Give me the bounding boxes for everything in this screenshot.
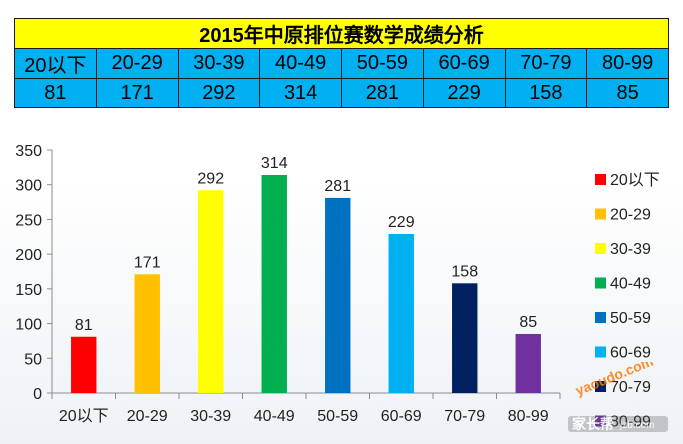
value-cell: 158 — [504, 78, 588, 108]
data-label: 171 — [134, 254, 161, 271]
legend-label: 80-99 — [610, 414, 651, 431]
y-tick-label: 250 — [15, 212, 42, 229]
x-tick-label: 20以下 — [59, 408, 109, 425]
header-cell: 70-79 — [504, 48, 588, 79]
legend-swatch — [595, 346, 606, 358]
y-tick-label: 350 — [15, 143, 42, 160]
y-tick-label: 100 — [15, 317, 42, 334]
table-header-row: 20以下 20-29 30-39 40-49 50-59 60-69 70-79… — [14, 48, 669, 79]
header-cell: 20-29 — [95, 48, 179, 79]
legend-swatch — [595, 415, 606, 427]
data-label: 229 — [388, 214, 415, 231]
legend-label: 30-39 — [610, 241, 651, 258]
legend-swatch — [595, 243, 606, 254]
table-title: 2015年中原排位赛数学成绩分析 — [14, 18, 669, 49]
header-cell: 80-99 — [586, 48, 669, 79]
chart-canvas: 0 50 100 150 200 250 300 350 81 20以下 171 20-29 292 30… — [15, 143, 660, 431]
header-cell: 40-49 — [259, 48, 342, 79]
data-label: 158 — [451, 263, 478, 280]
y-tick-label: 150 — [15, 282, 42, 299]
y-tick-label: 300 — [15, 178, 42, 195]
bar — [515, 333, 541, 393]
bar — [71, 336, 97, 393]
value-cell: 314 — [259, 78, 342, 108]
header-cell: 60-69 — [422, 48, 506, 79]
legend-label: 20-29 — [610, 207, 651, 224]
legend-swatch — [595, 381, 606, 392]
value-cell: 281 — [341, 78, 424, 108]
x-tick-label: 60-69 — [381, 408, 422, 425]
value-cell: 292 — [177, 78, 261, 108]
value-cell: 171 — [95, 78, 179, 108]
data-label: 81 — [75, 317, 93, 334]
bar — [198, 190, 224, 393]
legend-swatch — [595, 277, 606, 289]
data-label: 281 — [324, 178, 351, 195]
data-label: 314 — [261, 155, 288, 172]
data-label: 85 — [519, 314, 537, 331]
x-tick-label: 70-79 — [444, 408, 485, 425]
value-cell: 229 — [422, 78, 506, 108]
value-cell: 85 — [586, 78, 669, 108]
score-table: 2015年中原排位赛数学成绩分析 20以下 20-29 30-39 40-49 … — [14, 18, 669, 108]
bar — [134, 274, 160, 393]
bar — [388, 234, 414, 393]
x-tick-label: 80-99 — [508, 408, 549, 425]
bar — [261, 174, 287, 393]
bar-chart: 0 50 100 150 200 250 300 350 81 20以下 171 20-29 292 30… — [0, 130, 683, 444]
legend-label: 60-69 — [610, 345, 651, 362]
x-tick-label: 30-39 — [190, 408, 231, 425]
legend-label: 70-79 — [610, 379, 651, 396]
legend-label: 40-49 — [610, 276, 651, 293]
y-tick-label: 50 — [24, 351, 42, 368]
y-tick-label: 0 — [33, 386, 42, 403]
x-tick-label: 50-59 — [317, 408, 358, 425]
legend-label: 20以下 — [610, 172, 660, 189]
value-cell: 81 — [14, 78, 97, 108]
y-tick-label: 200 — [15, 247, 42, 264]
data-label: 292 — [197, 170, 224, 187]
legend-swatch — [595, 312, 606, 323]
table-value-row: 81 171 292 314 281 229 158 85 — [14, 78, 669, 108]
header-cell: 30-39 — [177, 48, 261, 79]
x-tick-label: 20-29 — [127, 408, 168, 425]
legend-swatch — [595, 174, 606, 185]
bar — [452, 283, 478, 393]
bar — [325, 197, 351, 393]
legend-swatch — [595, 208, 606, 220]
header-cell: 50-59 — [341, 48, 424, 79]
x-tick-label: 40-49 — [254, 408, 295, 425]
table-title-row: 2015年中原排位赛数学成绩分析 — [14, 18, 669, 49]
legend-label: 50-59 — [610, 310, 651, 327]
header-cell: 20以下 — [14, 48, 97, 79]
